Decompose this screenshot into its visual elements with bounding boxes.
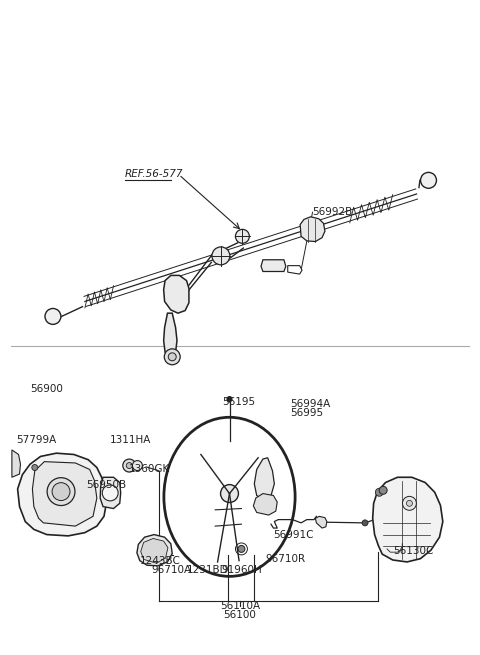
Text: 56995: 56995 [290,409,323,419]
Polygon shape [141,538,168,563]
Polygon shape [288,266,302,274]
Polygon shape [372,477,443,562]
Text: 96710R: 96710R [265,553,305,564]
Polygon shape [164,313,177,357]
Polygon shape [253,494,277,515]
Polygon shape [300,217,325,242]
Circle shape [132,460,143,470]
Text: 1360GK: 1360GK [129,464,170,474]
Circle shape [362,520,368,526]
Circle shape [123,459,136,472]
Text: 57799A: 57799A [16,435,56,445]
Polygon shape [254,458,275,500]
Polygon shape [315,516,327,528]
Circle shape [407,500,412,506]
Text: 1243BC: 1243BC [140,555,180,566]
Polygon shape [261,260,286,271]
Polygon shape [12,450,21,477]
Polygon shape [164,275,189,313]
Circle shape [402,496,416,510]
Text: 56195: 56195 [222,397,255,407]
Circle shape [238,546,245,552]
Circle shape [168,353,176,361]
Circle shape [420,172,436,188]
Polygon shape [137,534,172,566]
Circle shape [45,309,61,324]
Circle shape [47,477,75,506]
Circle shape [227,397,232,402]
Polygon shape [18,453,107,536]
Circle shape [32,464,38,470]
Polygon shape [100,477,120,508]
Circle shape [375,488,384,496]
Text: 1311HA: 1311HA [110,435,152,445]
Polygon shape [33,462,97,526]
Circle shape [379,486,387,495]
Text: 56110A: 56110A [220,601,260,610]
Circle shape [212,247,230,265]
Circle shape [126,462,132,468]
Text: 1231BD: 1231BD [187,565,228,575]
Text: 56991C: 56991C [274,530,314,540]
Text: REF.56-577: REF.56-577 [124,170,183,179]
Text: 56992B: 56992B [312,207,353,217]
Text: 96710A: 96710A [152,565,192,575]
Circle shape [220,485,239,502]
Circle shape [102,485,118,501]
Circle shape [52,483,70,500]
Text: 56100: 56100 [224,610,256,620]
Text: 91960H: 91960H [222,565,263,575]
Text: 56900: 56900 [30,384,63,394]
Circle shape [164,349,180,365]
Text: 56950B: 56950B [86,480,126,490]
Text: 56130C: 56130C [393,546,433,556]
Text: 56994A: 56994A [290,399,330,409]
Circle shape [235,229,249,243]
